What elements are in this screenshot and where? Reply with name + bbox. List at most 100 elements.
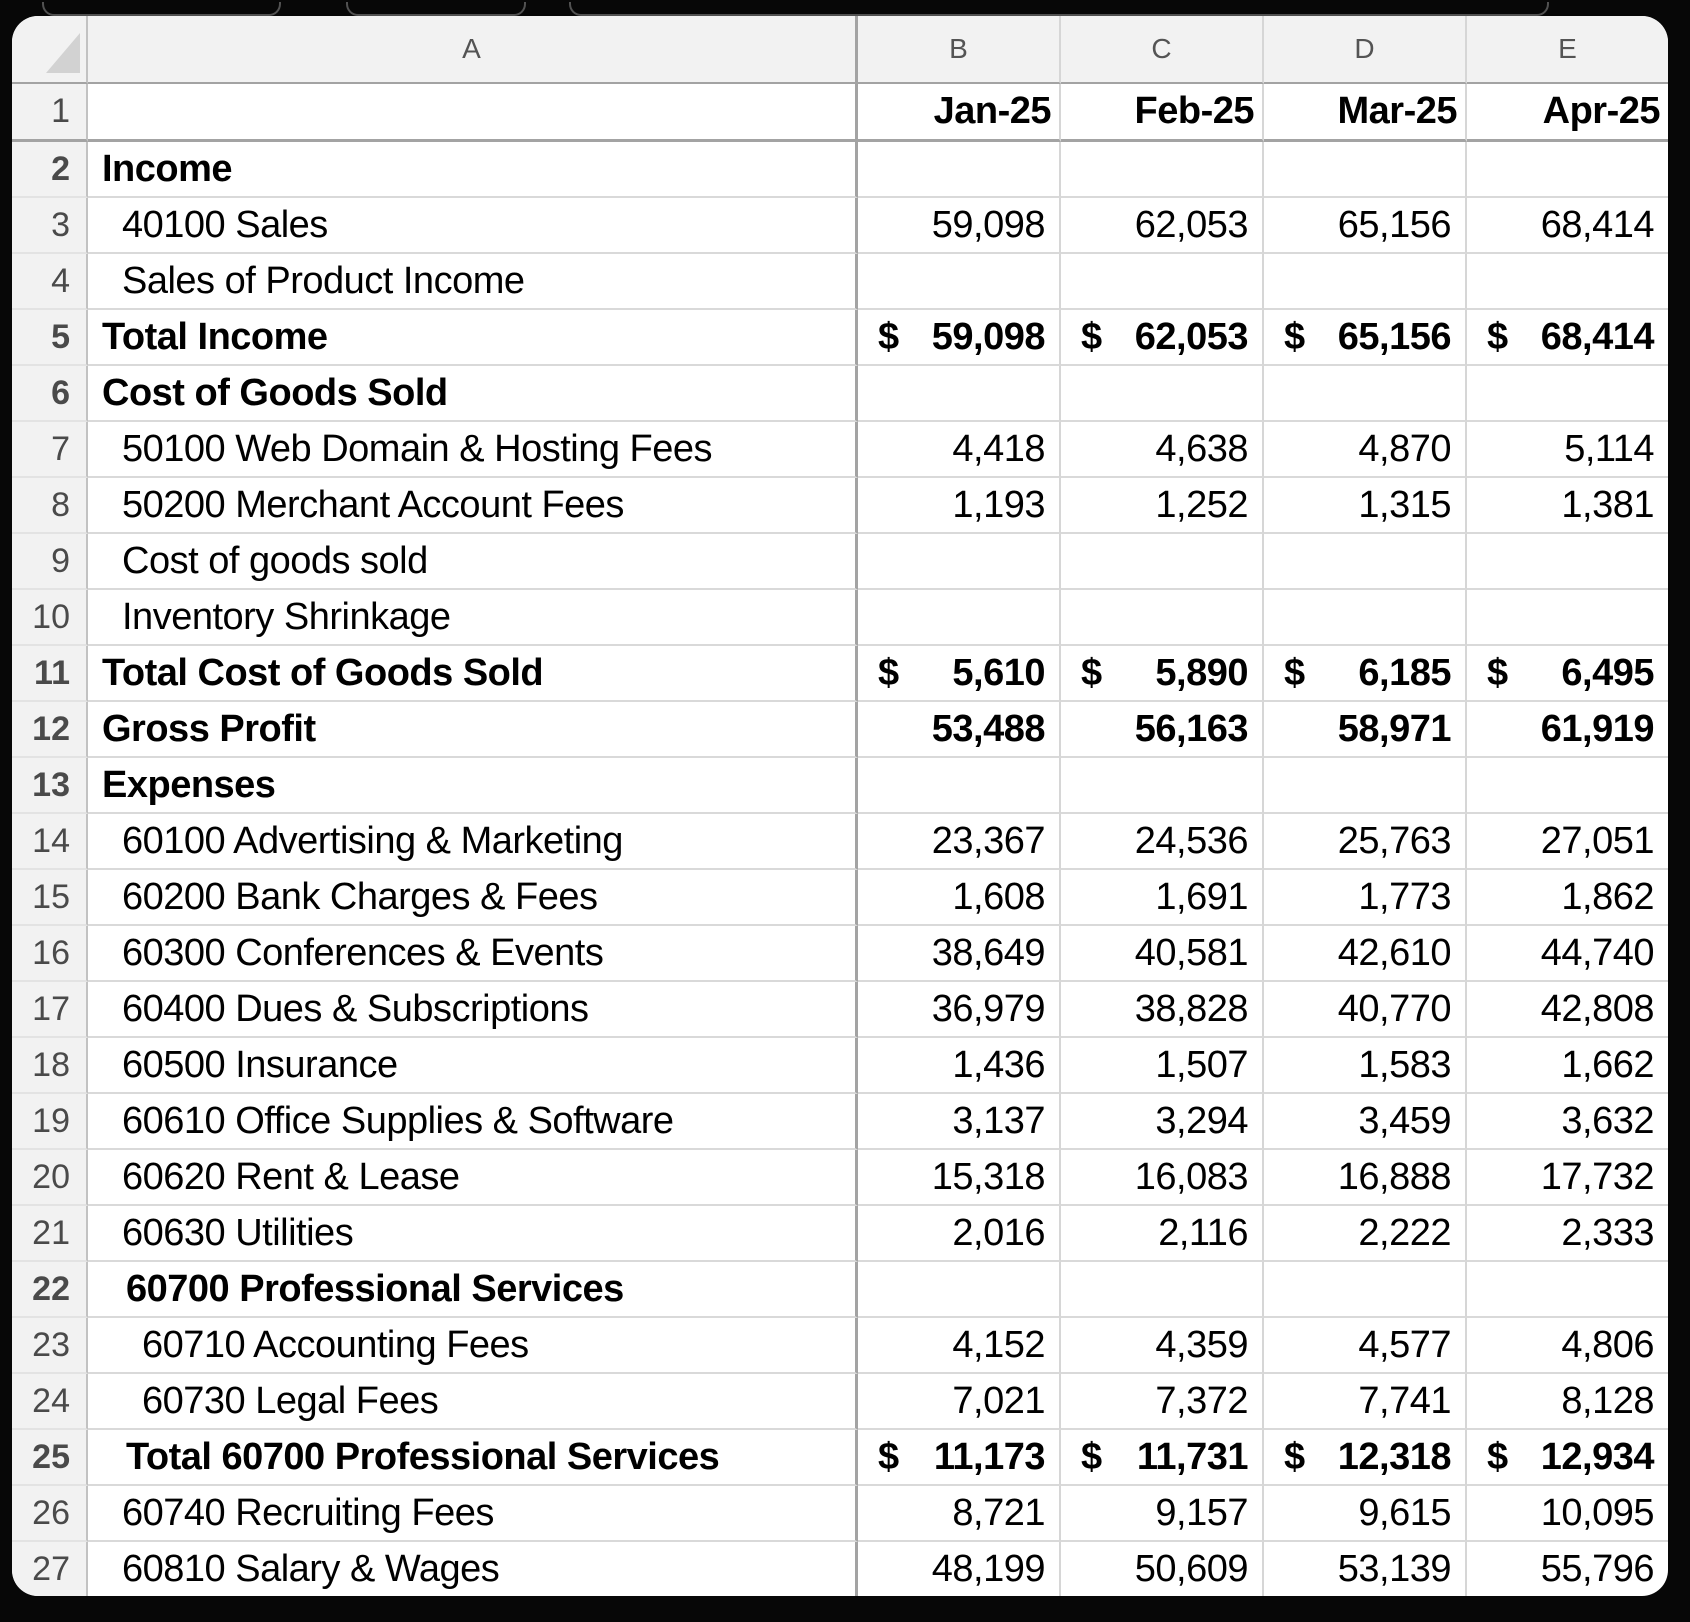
value-cell[interactable] (1061, 758, 1264, 814)
value-cell[interactable]: 58,971 (1264, 702, 1467, 758)
value-cell[interactable]: 36,979 (858, 982, 1061, 1038)
value-cell[interactable]: 1,583 (1264, 1038, 1467, 1094)
row-number[interactable]: 11 (12, 646, 88, 702)
value-cell[interactable]: 1,381 (1467, 478, 1668, 534)
value-cell[interactable]: 62,053 (1061, 198, 1264, 254)
value-cell[interactable]: $ 6,495 (1467, 646, 1668, 702)
row-number[interactable]: 20 (12, 1150, 88, 1206)
value-cell[interactable]: 3,632 (1467, 1094, 1668, 1150)
value-cell[interactable] (1467, 142, 1668, 198)
value-cell[interactable]: 55,796 (1467, 1542, 1668, 1596)
value-cell[interactable]: 15,318 (858, 1150, 1061, 1206)
value-cell[interactable]: $ 11,731 (1061, 1430, 1264, 1486)
value-cell[interactable]: 42,610 (1264, 926, 1467, 982)
row-number[interactable]: 25 (12, 1430, 88, 1486)
value-cell[interactable]: 23,367 (858, 814, 1061, 870)
account-label-cell[interactable]: 60200 Bank Charges & Fees (88, 870, 858, 926)
value-cell[interactable] (1061, 534, 1264, 590)
account-label-cell[interactable]: Gross Profit (88, 702, 858, 758)
value-cell[interactable]: 5,114 (1467, 422, 1668, 478)
month-header-mar[interactable]: Mar-25 (1264, 84, 1467, 142)
value-cell[interactable]: 1,662 (1467, 1038, 1668, 1094)
account-label-cell[interactable]: 60500 Insurance (88, 1038, 858, 1094)
value-cell[interactable]: 53,488 (858, 702, 1061, 758)
row-number[interactable]: 23 (12, 1318, 88, 1374)
value-cell[interactable]: 1,507 (1061, 1038, 1264, 1094)
value-cell[interactable] (1467, 758, 1668, 814)
row-number[interactable]: 1 (12, 84, 88, 142)
row-number[interactable]: 16 (12, 926, 88, 982)
value-cell[interactable] (858, 534, 1061, 590)
value-cell[interactable] (1264, 142, 1467, 198)
value-cell[interactable] (858, 366, 1061, 422)
value-cell[interactable]: 61,919 (1467, 702, 1668, 758)
value-cell[interactable]: 50,609 (1061, 1542, 1264, 1596)
value-cell[interactable]: 4,870 (1264, 422, 1467, 478)
value-cell[interactable]: 1,608 (858, 870, 1061, 926)
value-cell[interactable]: 48,199 (858, 1542, 1061, 1596)
value-cell[interactable]: 25,763 (1264, 814, 1467, 870)
row-number[interactable]: 15 (12, 870, 88, 926)
row-number[interactable]: 10 (12, 590, 88, 646)
value-cell[interactable]: 53,139 (1264, 1542, 1467, 1596)
value-cell[interactable]: 38,828 (1061, 982, 1264, 1038)
value-cell[interactable] (858, 1262, 1061, 1318)
column-header-e[interactable]: E (1467, 16, 1668, 84)
value-cell[interactable]: 3,459 (1264, 1094, 1467, 1150)
value-cell[interactable]: 1,691 (1061, 870, 1264, 926)
account-label-cell[interactable]: 60730 Legal Fees (88, 1374, 858, 1430)
value-cell[interactable]: 24,536 (1061, 814, 1264, 870)
row-number[interactable]: 21 (12, 1206, 88, 1262)
value-cell[interactable]: 40,770 (1264, 982, 1467, 1038)
account-label-cell[interactable]: 60100 Advertising & Marketing (88, 814, 858, 870)
value-cell[interactable]: 4,418 (858, 422, 1061, 478)
row-number[interactable]: 9 (12, 534, 88, 590)
value-cell[interactable]: 4,577 (1264, 1318, 1467, 1374)
value-cell[interactable]: 42,808 (1467, 982, 1668, 1038)
value-cell[interactable]: 38,649 (858, 926, 1061, 982)
account-label-cell[interactable]: 40100 Sales (88, 198, 858, 254)
value-cell[interactable]: 8,128 (1467, 1374, 1668, 1430)
value-cell[interactable] (858, 254, 1061, 310)
value-cell[interactable] (1264, 254, 1467, 310)
value-cell[interactable]: 1,193 (858, 478, 1061, 534)
account-label-cell[interactable]: Total Cost of Goods Sold (88, 646, 858, 702)
value-cell[interactable]: 16,888 (1264, 1150, 1467, 1206)
value-cell[interactable] (1467, 1262, 1668, 1318)
value-cell[interactable]: $ 62,053 (1061, 310, 1264, 366)
value-cell[interactable] (1264, 534, 1467, 590)
value-cell[interactable] (1264, 758, 1467, 814)
value-cell[interactable] (1467, 590, 1668, 646)
value-cell[interactable]: 7,372 (1061, 1374, 1264, 1430)
account-label-cell[interactable]: 50100 Web Domain & Hosting Fees (88, 422, 858, 478)
value-cell[interactable] (1061, 1262, 1264, 1318)
select-all-corner[interactable] (12, 16, 88, 84)
value-cell[interactable]: $ 59,098 (858, 310, 1061, 366)
row-number[interactable]: 4 (12, 254, 88, 310)
row-number[interactable]: 13 (12, 758, 88, 814)
month-header-jan[interactable]: Jan-25 (858, 84, 1061, 142)
select-all-triangle-icon[interactable] (46, 33, 80, 73)
value-cell[interactable]: 1,862 (1467, 870, 1668, 926)
value-cell[interactable]: 44,740 (1467, 926, 1668, 982)
value-cell[interactable] (858, 142, 1061, 198)
row-number[interactable]: 26 (12, 1486, 88, 1542)
row-number[interactable]: 17 (12, 982, 88, 1038)
value-cell[interactable]: 56,163 (1061, 702, 1264, 758)
row-number[interactable]: 19 (12, 1094, 88, 1150)
value-cell[interactable] (1467, 254, 1668, 310)
account-label-cell[interactable]: 50200 Merchant Account Fees (88, 478, 858, 534)
account-label-cell[interactable]: 60740 Recruiting Fees (88, 1486, 858, 1542)
value-cell[interactable]: $ 5,890 (1061, 646, 1264, 702)
value-cell[interactable]: 9,157 (1061, 1486, 1264, 1542)
row-number[interactable]: 6 (12, 366, 88, 422)
account-label-cell[interactable]: 60700 Professional Services (88, 1262, 858, 1318)
value-cell[interactable]: 3,294 (1061, 1094, 1264, 1150)
value-cell[interactable]: $ 68,414 (1467, 310, 1668, 366)
value-cell[interactable]: 2,016 (858, 1206, 1061, 1262)
row-number[interactable]: 24 (12, 1374, 88, 1430)
value-cell[interactable]: 65,156 (1264, 198, 1467, 254)
column-header-c[interactable]: C (1061, 16, 1264, 84)
value-cell[interactable] (858, 758, 1061, 814)
value-cell[interactable] (1061, 254, 1264, 310)
